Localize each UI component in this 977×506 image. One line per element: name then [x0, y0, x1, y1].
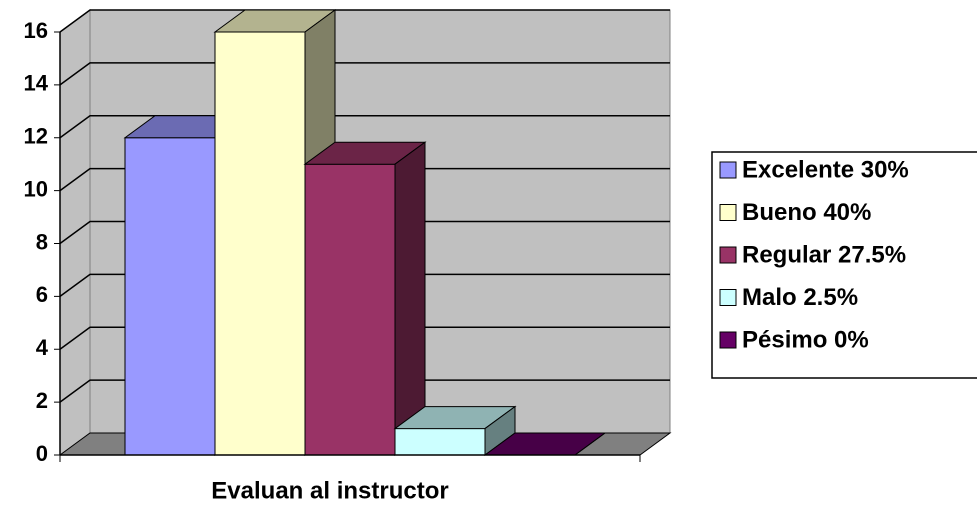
legend-swatch — [719, 204, 737, 221]
legend-label: Pésimo 0% — [742, 326, 869, 353]
grid-line — [59, 273, 670, 297]
legend-label: Excelente 30% — [742, 156, 909, 183]
legend-swatch — [719, 289, 737, 306]
bar-side — [574, 432, 606, 456]
y-tick-label: 10 — [24, 176, 48, 201]
legend-label: Malo 2.5% — [742, 284, 858, 311]
grid — [59, 9, 670, 403]
y-tick-label: 0 — [36, 441, 48, 466]
grid-line — [59, 115, 670, 139]
y-tick-label: 2 — [36, 388, 48, 413]
bar-front — [304, 163, 396, 456]
y-tick-label: 6 — [36, 282, 48, 307]
y-tick-label: 4 — [36, 335, 49, 360]
y-tick-label: 8 — [36, 229, 48, 254]
y-tick-label: 16 — [24, 18, 48, 43]
bars — [123, 9, 607, 456]
grid-line — [59, 62, 670, 86]
bar-front — [124, 137, 216, 456]
grid-line — [59, 326, 670, 350]
legend — [711, 151, 977, 379]
legend-swatch — [719, 331, 737, 349]
legend-label: Bueno 40% — [742, 199, 871, 226]
legend-items: Excelente 30% Bueno 40% Regular 27.5% Malo … — [719, 156, 909, 353]
bar-front — [394, 428, 486, 456]
legend-swatch — [719, 246, 737, 264]
x-tick-label: Evaluan al instructor — [211, 477, 448, 504]
bar-front — [214, 31, 306, 456]
bar-side — [394, 141, 426, 456]
grid-line — [59, 379, 670, 403]
grid-line — [59, 9, 670, 33]
grid-line — [59, 167, 670, 192]
y-tick-label: 12 — [24, 124, 48, 149]
legend-label: Regular 27.5% — [742, 241, 906, 268]
y-tick-label: 14 — [24, 71, 49, 96]
grid-line — [59, 220, 670, 245]
legend-swatch — [719, 161, 737, 179]
